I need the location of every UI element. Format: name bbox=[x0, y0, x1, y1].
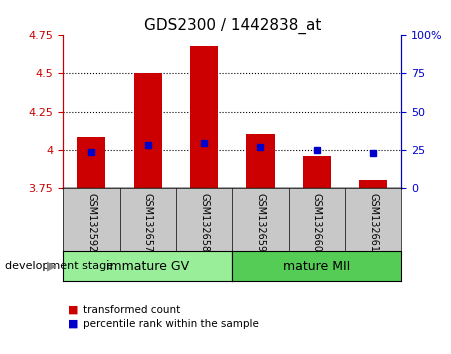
Bar bbox=[133, 73, 162, 188]
Bar bbox=[303, 156, 331, 188]
Text: ■: ■ bbox=[68, 305, 78, 315]
Text: GSM132658: GSM132658 bbox=[199, 193, 209, 252]
Text: development stage: development stage bbox=[5, 261, 113, 272]
Bar bbox=[77, 137, 106, 188]
Text: GSM132592: GSM132592 bbox=[86, 193, 97, 252]
Text: immature GV: immature GV bbox=[106, 260, 189, 273]
Text: GSM132657: GSM132657 bbox=[143, 193, 153, 252]
Text: percentile rank within the sample: percentile rank within the sample bbox=[83, 319, 259, 329]
Text: GSM132659: GSM132659 bbox=[255, 193, 266, 252]
Text: ■: ■ bbox=[68, 319, 78, 329]
Bar bbox=[190, 46, 218, 188]
Text: transformed count: transformed count bbox=[83, 305, 181, 315]
Text: ▶: ▶ bbox=[47, 260, 56, 273]
Bar bbox=[359, 180, 387, 188]
Title: GDS2300 / 1442838_at: GDS2300 / 1442838_at bbox=[143, 18, 321, 34]
Text: mature MII: mature MII bbox=[283, 260, 350, 273]
Bar bbox=[246, 135, 275, 188]
Text: GSM132660: GSM132660 bbox=[312, 193, 322, 252]
Text: GSM132661: GSM132661 bbox=[368, 193, 378, 252]
